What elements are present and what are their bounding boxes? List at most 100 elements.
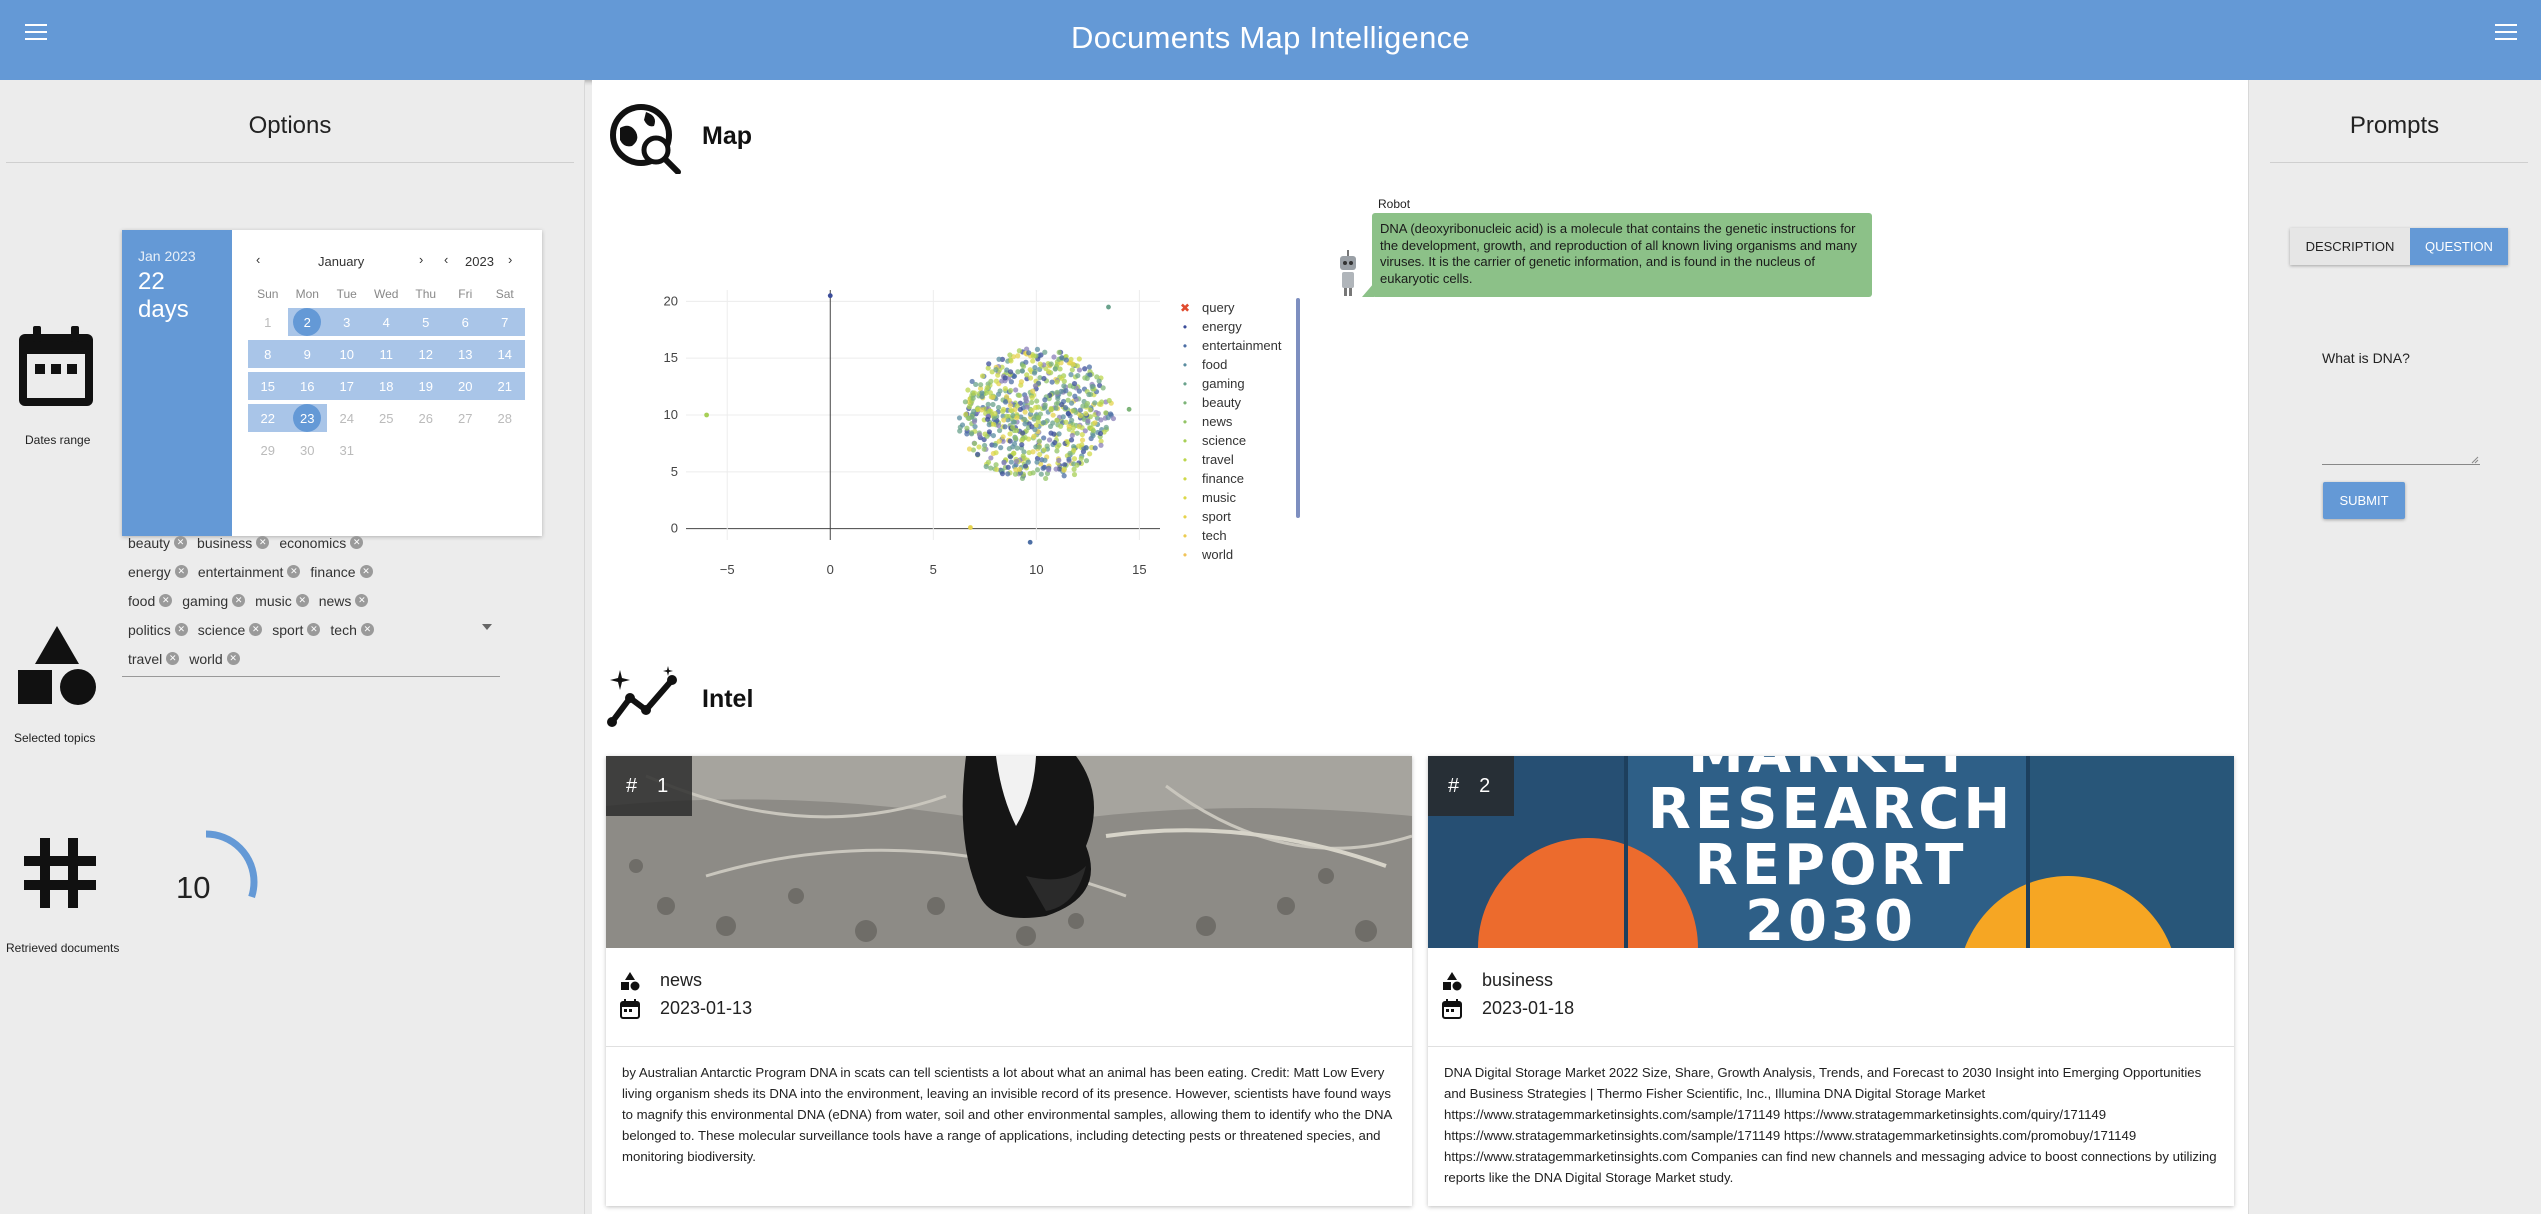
calendar-day-19[interactable]: 19	[406, 372, 446, 400]
next-year-button[interactable]: ›	[508, 252, 513, 267]
remove-chip-icon[interactable]: ✕	[174, 536, 188, 549]
calendar-day-24[interactable]: 24	[339, 410, 354, 426]
question-input[interactable]	[2322, 345, 2480, 465]
remove-chip-icon[interactable]: ✕	[159, 594, 173, 607]
topic-chip-entertainment[interactable]: entertainment ✕	[198, 564, 301, 580]
topic-chip-politics[interactable]: politics ✕	[128, 622, 188, 638]
remove-chip-icon[interactable]: ✕	[256, 536, 270, 549]
calendar-day-1[interactable]: 1	[264, 314, 272, 330]
remove-chip-icon[interactable]: ✕	[307, 623, 321, 636]
topic-chip-travel[interactable]: travel ✕	[128, 651, 180, 667]
topic-chip-sport[interactable]: sport ✕	[272, 622, 321, 638]
calendar-day-4[interactable]: 4	[366, 308, 406, 336]
right-menu-icon[interactable]	[2495, 24, 2517, 42]
remove-chip-icon[interactable]: ✕	[226, 652, 240, 665]
calendar-day-10[interactable]: 10	[327, 340, 367, 368]
calendar-day-14[interactable]: 14	[485, 340, 525, 368]
calendar-day-11[interactable]: 11	[366, 340, 406, 368]
calendar-day-25[interactable]: 25	[379, 410, 394, 426]
plot-legend[interactable]: ✖ query • energy • entertainment • food • gaming •…	[1178, 298, 1282, 564]
legend-item-entertainment[interactable]: • entertainment	[1178, 336, 1282, 355]
left-menu-icon[interactable]	[25, 24, 47, 42]
remove-chip-icon[interactable]: ✕	[287, 565, 301, 578]
submit-button[interactable]: SUBMIT	[2323, 482, 2405, 519]
prev-year-button[interactable]: ‹	[444, 252, 449, 267]
legend-item-travel[interactable]: • travel	[1178, 450, 1282, 469]
tab-question[interactable]: QUESTION	[2410, 228, 2508, 265]
calendar-day-16[interactable]: 16	[287, 372, 327, 400]
scatter-point	[1025, 459, 1031, 465]
legend-item-food[interactable]: • food	[1178, 355, 1282, 374]
remove-chip-icon[interactable]: ✕	[350, 536, 364, 549]
topic-chip-world[interactable]: world ✕	[189, 651, 240, 667]
topic-chip-science[interactable]: science ✕	[198, 622, 263, 638]
remove-chip-icon[interactable]: ✕	[359, 565, 373, 578]
next-month-button[interactable]: ›	[419, 252, 424, 267]
calendar-day-5[interactable]: 5	[406, 308, 446, 336]
topic-chip-business[interactable]: business ✕	[197, 535, 270, 551]
calendar-day-17[interactable]: 17	[327, 372, 367, 400]
topic-chip-music[interactable]: music ✕	[255, 593, 309, 609]
calendar-day-8[interactable]: 8	[248, 340, 288, 368]
legend-item-energy[interactable]: • energy	[1178, 317, 1282, 336]
legend-item-tech[interactable]: • tech	[1178, 526, 1282, 545]
calendar-day-31[interactable]: 31	[339, 442, 354, 458]
legend-item-query[interactable]: ✖ query	[1178, 298, 1282, 317]
topic-chip-food[interactable]: food ✕	[128, 593, 173, 609]
calendar-day-2[interactable]: 2	[287, 308, 327, 336]
remove-chip-icon[interactable]: ✕	[355, 594, 369, 607]
resize-handle-icon[interactable]	[2471, 456, 2479, 464]
remove-chip-icon[interactable]: ✕	[360, 623, 374, 636]
legend-scrollbar[interactable]	[1296, 298, 1300, 518]
legend-item-finance[interactable]: • finance	[1178, 469, 1282, 488]
remove-chip-icon[interactable]: ✕	[232, 594, 246, 607]
documents-scatter-plot[interactable]: 0 5 10 15 20 −5 0 5 10 15	[640, 290, 1180, 590]
legend-item-music[interactable]: • music	[1178, 488, 1282, 507]
topic-chip-news[interactable]: news ✕	[319, 593, 369, 609]
intel-card-2[interactable]: MARKET RESEARCH REPORT 2030 #2 business …	[1428, 756, 2234, 1206]
calendar-day-26[interactable]: 26	[418, 410, 433, 426]
calendar-day-22[interactable]: 22	[248, 404, 288, 432]
calendar-day-21[interactable]: 21	[485, 372, 525, 400]
calendar-day-18[interactable]: 18	[366, 372, 406, 400]
prev-month-button[interactable]: ‹	[256, 252, 261, 267]
calendar-day-13[interactable]: 13	[445, 340, 485, 368]
calendar-day-23[interactable]: 23	[287, 404, 327, 432]
calendar-day-6[interactable]: 6	[445, 308, 485, 336]
remove-chip-icon[interactable]: ✕	[249, 623, 263, 636]
intel-card-1[interactable]: #1 news 2023-01-13 by Australian Antarct…	[606, 756, 1412, 1206]
calendar-day-3[interactable]: 3	[327, 308, 367, 336]
topic-chip-tech[interactable]: tech ✕	[330, 622, 374, 638]
calendar-day-15[interactable]: 15	[248, 372, 288, 400]
prompt-mode-toggle[interactable]: DESCRIPTION QUESTION	[2290, 228, 2508, 265]
scatter-point	[966, 404, 973, 410]
topic-chip-energy[interactable]: energy ✕	[128, 564, 188, 580]
topics-dropdown-icon[interactable]	[482, 624, 492, 630]
remove-chip-icon[interactable]: ✕	[166, 652, 180, 665]
legend-item-world[interactable]: • world	[1178, 545, 1282, 564]
calendar-day-7[interactable]: 7	[485, 308, 525, 336]
topics-select[interactable]: beauty ✕ business ✕ economics ✕ energy ✕ enterta…	[128, 528, 498, 673]
remove-chip-icon[interactable]: ✕	[295, 594, 309, 607]
legend-item-gaming[interactable]: • gaming	[1178, 374, 1282, 393]
topic-chip-economics[interactable]: economics ✕	[279, 535, 364, 551]
calendar-day-30[interactable]: 30	[300, 442, 315, 458]
topic-chip-beauty[interactable]: beauty ✕	[128, 535, 188, 551]
legend-item-sport[interactable]: • sport	[1178, 507, 1282, 526]
calendar-day-20[interactable]: 20	[445, 372, 485, 400]
remove-chip-icon[interactable]: ✕	[174, 565, 188, 578]
calendar-day-9[interactable]: 9	[287, 340, 327, 368]
calendar-day-12[interactable]: 12	[406, 340, 446, 368]
topic-chip-gaming[interactable]: gaming ✕	[182, 593, 246, 609]
topic-chip-finance[interactable]: finance ✕	[310, 564, 373, 580]
legend-item-beauty[interactable]: • beauty	[1178, 393, 1282, 412]
date-range-calendar[interactable]: Jan 2023 22 days ‹ January › ‹ 2023 › Sun…	[122, 230, 542, 536]
calendar-day-27[interactable]: 27	[458, 410, 473, 426]
legend-item-science[interactable]: • science	[1178, 431, 1282, 450]
remove-chip-icon[interactable]: ✕	[174, 623, 188, 636]
legend-item-news[interactable]: • news	[1178, 412, 1282, 431]
calendar-day-29[interactable]: 29	[260, 442, 275, 458]
calendar-day-28[interactable]: 28	[497, 410, 512, 426]
retrieved-gauge[interactable]	[150, 826, 262, 938]
tab-description[interactable]: DESCRIPTION	[2290, 228, 2410, 265]
